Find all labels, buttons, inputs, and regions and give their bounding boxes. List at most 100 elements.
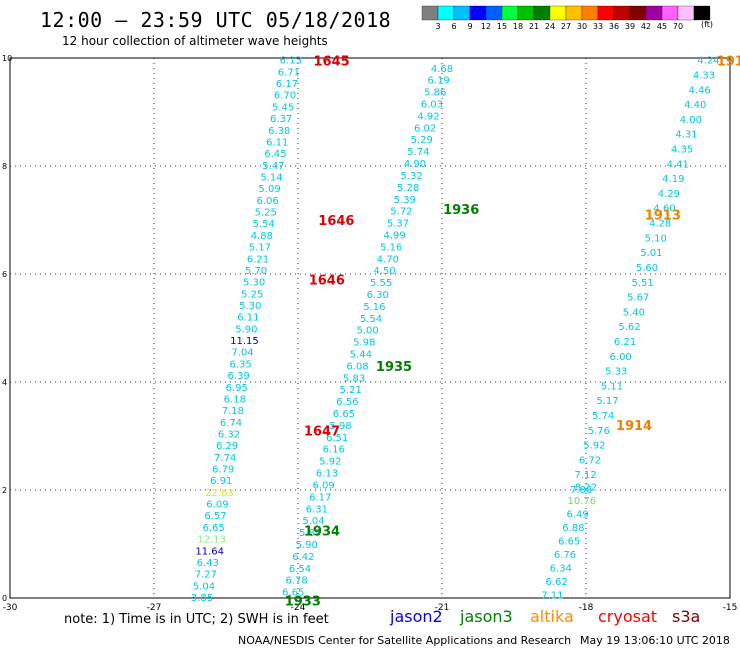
wave-height-label: 6.19: [427, 76, 449, 87]
wave-height-label: 5.25: [241, 289, 263, 300]
wave-height-label: 4.90: [404, 159, 426, 170]
wave-height-label: 5.28: [397, 183, 419, 194]
wave-height-label: 6.45: [264, 149, 286, 160]
wave-height-label: 4.31: [675, 130, 697, 141]
wave-height-label: 6.49: [566, 509, 588, 520]
wave-height-label: 6.21: [614, 337, 636, 348]
wave-height-label: 6.08: [346, 361, 368, 372]
colorbar-swatch: [677, 5, 695, 21]
wave-height-label: 6.56: [336, 397, 358, 408]
page-title: 12:00 – 23:59 UTC 05/18/2018: [40, 8, 392, 32]
wave-height-label: 6.79: [212, 465, 234, 476]
colorbar-swatch: [421, 5, 439, 21]
wave-height-label: 6.37: [270, 114, 292, 125]
lon-tick-label: -24: [291, 603, 306, 613]
wave-height-label: 6.06: [257, 196, 279, 207]
time-label: 1936: [443, 203, 479, 218]
wave-height-label: 6.11: [237, 313, 259, 324]
wave-height-label: 4.60: [653, 204, 675, 215]
lon-tick-label: -21: [435, 603, 450, 613]
lat-tick-label: 4: [2, 378, 7, 387]
legend-altika: altika: [530, 607, 574, 626]
wave-height-label: 4.19: [662, 174, 684, 185]
colorbar-swatch: [565, 5, 583, 21]
colorbar-label: 36: [609, 22, 619, 31]
wave-height-label: 5.11: [601, 381, 623, 392]
wave-height-label: 6.13: [316, 469, 338, 480]
wave-height-label: 5.25: [255, 208, 277, 219]
time-label: 1934: [304, 525, 340, 540]
colorbar-swatch: [517, 5, 535, 21]
wave-height-label: 11.64: [195, 546, 224, 557]
legend-jason2: jason2: [390, 607, 443, 626]
colorbar-label: 15: [497, 22, 507, 31]
colorbar-label: 21: [529, 22, 539, 31]
lon-tick-label: -30: [3, 603, 18, 613]
note-text: note: 1) Time is in UTC; 2) SWH is in fe…: [64, 612, 329, 627]
colorbar-swatch: [693, 5, 711, 21]
time-label: 1935: [376, 360, 412, 375]
wave-height-label: 4.33: [693, 71, 715, 82]
wave-height-label: 4.50: [373, 266, 395, 277]
wave-height-label: 6.72: [579, 455, 601, 466]
wave-height-label: 6.70: [274, 91, 296, 102]
wave-height-label: 4.29: [658, 189, 680, 200]
wave-height-label: 10.76: [567, 496, 596, 507]
wave-height-label: 6.62: [545, 577, 567, 588]
wave-height-label: 5.89: [299, 528, 321, 539]
wave-height-label: 5.54: [360, 314, 382, 325]
colorbar-swatch: [549, 5, 567, 21]
wave-height-label: 6.65: [202, 523, 224, 534]
wave-height-label: 6.51: [326, 433, 348, 444]
wave-height-label: 5.54: [253, 219, 275, 230]
wave-height-label: 5.74: [592, 411, 614, 422]
wave-height-label: 6.30: [367, 290, 389, 301]
wave-height-label: 5.04: [302, 516, 324, 527]
wave-height-label: 6.21: [247, 254, 269, 265]
time-label: 1933: [285, 595, 321, 610]
wave-height-label: 6.76: [554, 550, 576, 561]
wave-height-label: 7.18: [222, 406, 244, 417]
wave-height-label: 5.17: [249, 243, 271, 254]
wave-height-label: 5.40: [623, 307, 645, 318]
wave-height-label: 5.33: [605, 367, 627, 378]
time-label: 1913: [645, 209, 681, 224]
wave-height-label: 6.65: [333, 409, 355, 420]
colorbar-swatch: [645, 5, 663, 21]
wave-height-label: 4.24: [697, 56, 719, 67]
time-label: 1646: [318, 214, 354, 229]
wave-height-label: 5.21: [340, 385, 362, 396]
wave-height-label: 4.35: [671, 145, 693, 156]
wave-height-label: 5.16: [380, 242, 402, 253]
wave-height-label: 4.28: [649, 219, 671, 230]
wave-height-label: 4.92: [417, 111, 439, 122]
colorbar-label: 30: [577, 22, 587, 31]
wave-height-label: 22.63: [205, 488, 234, 499]
footer-org: NOAA/NESDIS Center for Satellite Applica…: [238, 634, 572, 647]
wave-height-label: 5.74: [407, 147, 429, 158]
wave-height-label: 8.22: [575, 482, 597, 493]
wave-height-label: 6.02: [414, 123, 436, 134]
wave-height-label: 5.09: [258, 184, 280, 195]
wave-height-label: 5.10: [645, 233, 667, 244]
wave-height-label: 6.29: [216, 441, 238, 452]
lat-tick-label: 0: [2, 594, 7, 603]
map-frame: [9, 57, 731, 599]
colorbar-swatch: [453, 5, 471, 21]
wave-height-label: 5.04: [193, 581, 215, 592]
colorbar-swatch: [597, 5, 615, 21]
colorbar-label: 24: [545, 22, 555, 31]
time-label: 1647: [304, 425, 340, 440]
colorbar-label: 12: [481, 22, 491, 31]
colorbar-swatch: [485, 5, 503, 21]
wave-height-label: 11.15: [230, 336, 259, 347]
wave-height-label: 5.92: [319, 457, 341, 468]
wave-height-label: 6.42: [292, 552, 314, 563]
legend-s3a: s3a: [672, 607, 701, 626]
colorbar-label: 39: [625, 22, 635, 31]
wave-height-label: 6.74: [220, 418, 242, 429]
wave-height-label: 6.11: [266, 137, 288, 148]
wave-height-label: 12.13: [197, 535, 226, 546]
wave-height-label: 5.67: [627, 293, 649, 304]
